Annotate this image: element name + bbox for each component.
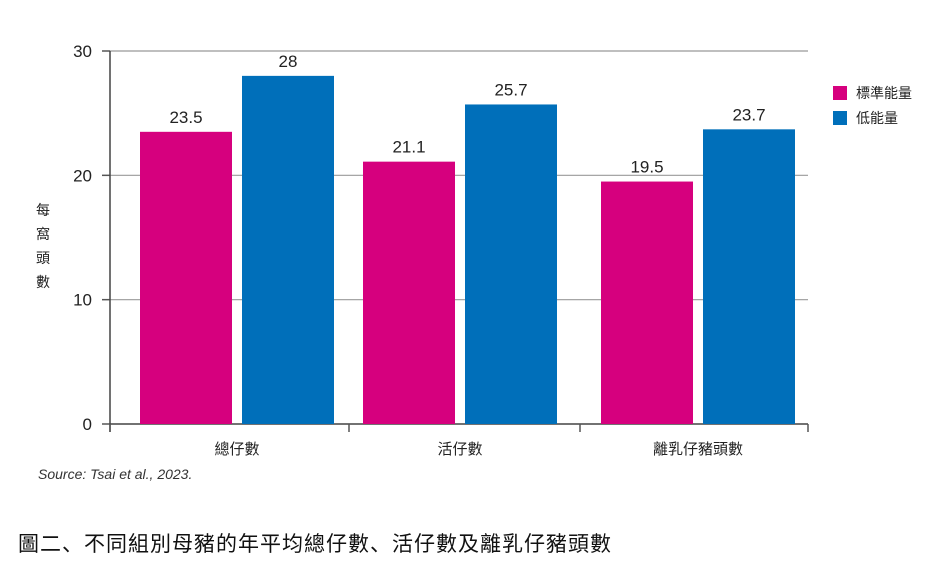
- bar: [465, 104, 557, 425]
- y-tick-label: 10: [73, 291, 92, 310]
- data-label: 23.5: [169, 108, 202, 127]
- y-axis-label-char: 每: [36, 203, 50, 219]
- data-label: 25.7: [494, 80, 527, 99]
- x-category-label: 離乳仔豬頭數: [653, 440, 743, 458]
- data-label: 19.5: [630, 158, 663, 177]
- legend-label: 標準能量: [856, 86, 912, 102]
- x-category-label: 總仔數: [214, 440, 259, 458]
- legend-swatch: [833, 86, 847, 100]
- data-label: 21.1: [392, 138, 425, 157]
- y-axis-label-char: 頭: [36, 251, 50, 267]
- bar: [242, 75, 334, 424]
- figure-caption: 圖二、不同組別母豬的年平均總仔數、活仔數及離乳仔豬頭數: [18, 532, 612, 556]
- bar: [601, 181, 693, 424]
- source-note: Source: Tsai et al., 2023.: [38, 466, 193, 482]
- y-tick-label: 30: [73, 42, 92, 61]
- bar: [703, 129, 795, 424]
- data-label: 23.7: [732, 105, 765, 124]
- y-axis-label-char: 窩: [36, 226, 50, 243]
- bar: [140, 131, 232, 425]
- y-tick-label: 0: [83, 415, 92, 434]
- bar-chart: 0 10 20 30 23.5 28 總仔數 21.1 25.7 活仔數 19.5 23.7 離乳仔豬頭…: [36, 42, 912, 458]
- x-category-label: 活仔數: [437, 440, 482, 458]
- legend-swatch: [833, 111, 847, 125]
- y-tick-label: 20: [73, 166, 92, 185]
- bar: [363, 161, 455, 424]
- data-label: 28: [279, 52, 298, 71]
- y-axis-label-char: 數: [36, 275, 50, 291]
- legend-label: 低能量: [856, 111, 898, 127]
